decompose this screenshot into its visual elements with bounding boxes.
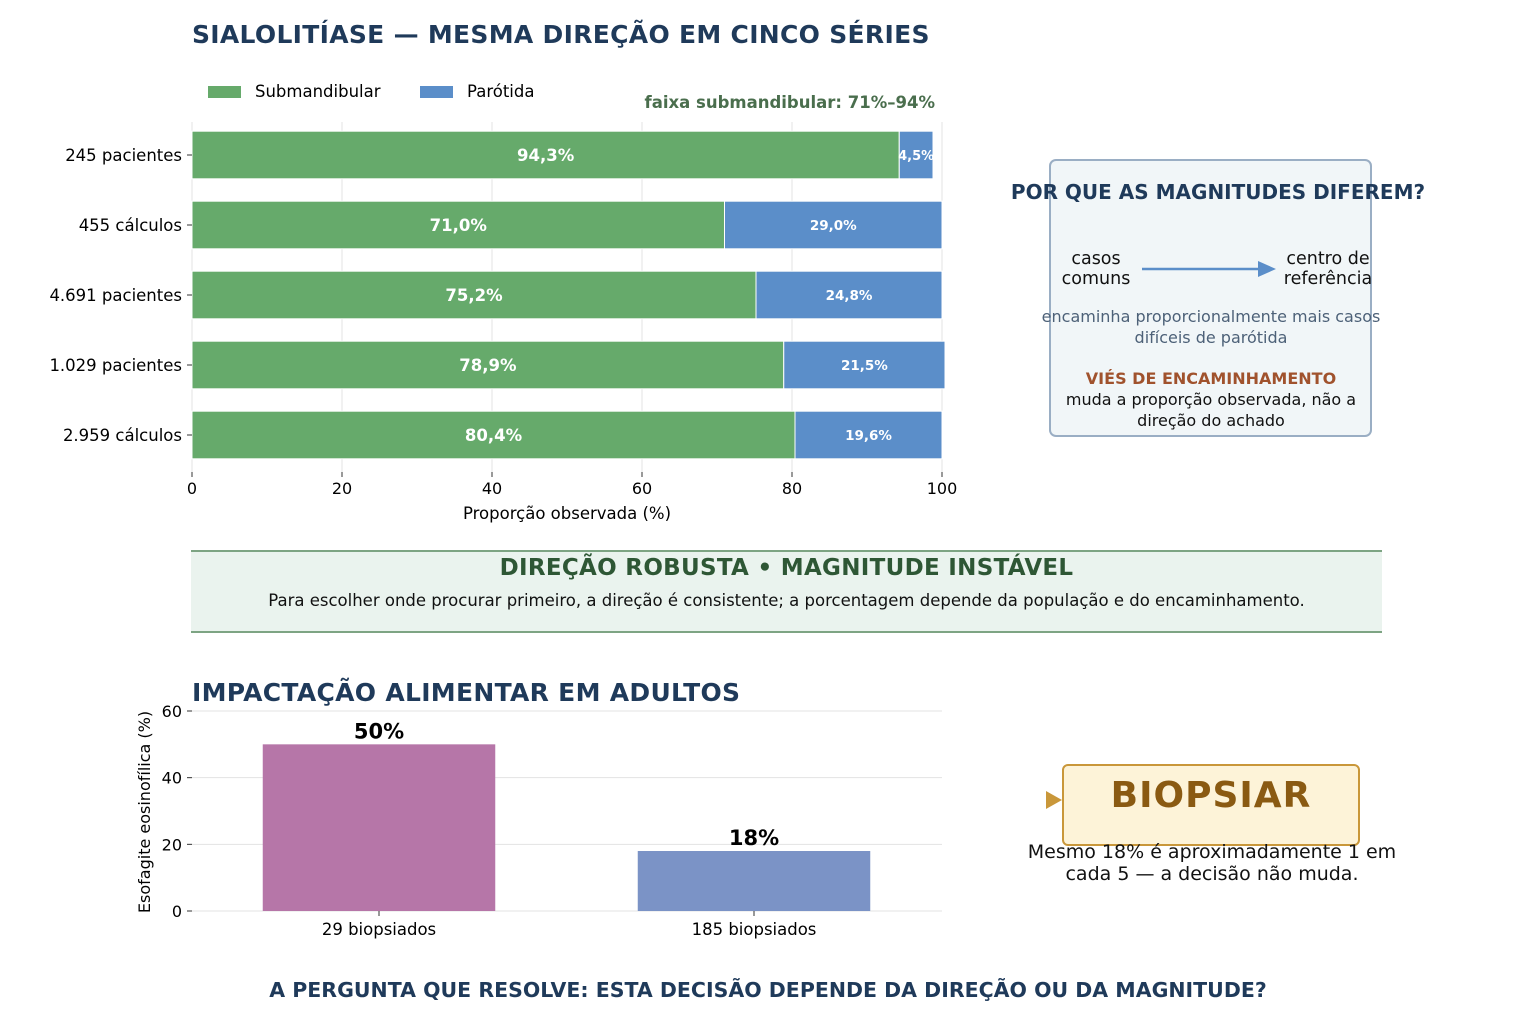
bar-value-label: 75,2% <box>445 286 503 305</box>
legend-swatch-submandibular <box>208 86 241 98</box>
bar-value-label: 71,0% <box>430 216 488 235</box>
bar-value-label: 19,6% <box>845 428 892 444</box>
y-tick-label: 455 cálculos <box>79 216 182 235</box>
bar-value-label: 18% <box>729 826 779 850</box>
x-tick-label: 40 <box>482 479 502 498</box>
bar-value-label: 94,3% <box>517 146 575 165</box>
bar-submandibular <box>191 340 785 390</box>
biopsy-label: BIOPSIAR <box>1110 775 1312 816</box>
bar-value-label: 24,8% <box>826 288 873 304</box>
biopsy-box <box>1062 764 1360 846</box>
legend-label-submandibular: Submandibular <box>255 82 381 101</box>
bar-value-label: 50% <box>354 719 404 743</box>
page-title: SIALOLITÍASE — MESMA DIREÇÃO EM CINCO SÉ… <box>192 20 930 49</box>
pointer-arrow-icon <box>1046 791 1062 809</box>
bar-value-label: 29,0% <box>810 218 857 234</box>
referral-note: encaminha proporcionalmente mais casos d… <box>1041 307 1381 347</box>
bar-submandibular <box>191 270 757 320</box>
range-annotation: faixa submandibular: 71%–94% <box>645 93 936 112</box>
y-tick-label: 60 <box>162 702 182 721</box>
biopsy-note: Mesmo 18% é aproximadamente 1 em cada 5 … <box>1027 841 1397 885</box>
banner-title: DIREÇÃO ROBUSTA • MAGNITUDE INSTÁVEL <box>499 555 1074 581</box>
x-tick-label: 0 <box>187 479 197 498</box>
y-tick-label: 4.691 pacientes <box>49 286 182 305</box>
bar-parotida <box>898 130 934 180</box>
bar <box>637 851 871 911</box>
bar-parotida <box>724 200 943 250</box>
x-tick-label: 20 <box>332 479 352 498</box>
referral-to-node: centro de referência <box>1283 249 1373 289</box>
conclusion-banner <box>191 550 1382 633</box>
referral-bias-heading: VIÉS DE ENCAMINHAMENTO <box>1085 369 1337 388</box>
legend-label-parotida: Parótida <box>467 82 534 101</box>
legend-swatch-parotida <box>420 86 453 98</box>
bar-submandibular <box>191 200 725 250</box>
y-axis-label: Esofagite eosinofílica (%) <box>135 711 154 913</box>
stacked-bar-chart: 94,3% 4,5% 71,0% 29,0% 75,2% 24,8% 78,9% 21,5% 8… <box>49 82 958 523</box>
referral-bias-text: muda a proporção observada, não a direçã… <box>1065 390 1357 430</box>
y-tick-label: 40 <box>162 769 182 788</box>
bar-parotida <box>755 270 943 320</box>
y-tick-label: 245 pacientes <box>65 146 182 165</box>
y-tick-label: 20 <box>162 835 182 854</box>
bar <box>262 744 496 911</box>
x-tick-label: 29 biopsiados <box>322 920 436 939</box>
banner-text: Para escolher onde procurar primeiro, a … <box>268 591 1305 610</box>
x-tick-label: 100 <box>927 479 958 498</box>
bar-value-label: 80,4% <box>465 426 523 445</box>
bar-chart-title: IMPACTAÇÃO ALIMENTAR EM ADULTOS <box>192 678 741 707</box>
bar-value-label: 78,9% <box>459 356 517 375</box>
x-tick-label: 185 biopsiados <box>692 920 817 939</box>
referral-title: POR QUE AS MAGNITUDES DIFEREM? <box>1010 180 1426 204</box>
closing-question: A PERGUNTA QUE RESOLVE: ESTA DECISÃO DEP… <box>269 978 1267 1002</box>
right-arrow-icon <box>1142 261 1276 277</box>
referral-bias-box <box>1049 159 1372 437</box>
bar-parotida <box>794 410 943 460</box>
bar-value-label: 21,5% <box>841 358 888 374</box>
referral-from-node: casos comuns <box>1061 249 1131 289</box>
y-tick-label: 1.029 pacientes <box>49 356 182 375</box>
vertical-bar-chart: 50% 18% 0 20 40 60 29 biopsiados 185 biopsiad… <box>135 702 942 939</box>
y-tick-label: 0 <box>172 902 182 921</box>
x-axis-label: Proporção observada (%) <box>463 504 671 523</box>
x-tick-label: 60 <box>632 479 652 498</box>
bar-value-label: 4,5% <box>898 149 934 164</box>
bar-parotida <box>783 340 946 390</box>
x-tick-label: 80 <box>782 479 802 498</box>
y-tick-label: 2.959 cálculos <box>63 426 182 445</box>
